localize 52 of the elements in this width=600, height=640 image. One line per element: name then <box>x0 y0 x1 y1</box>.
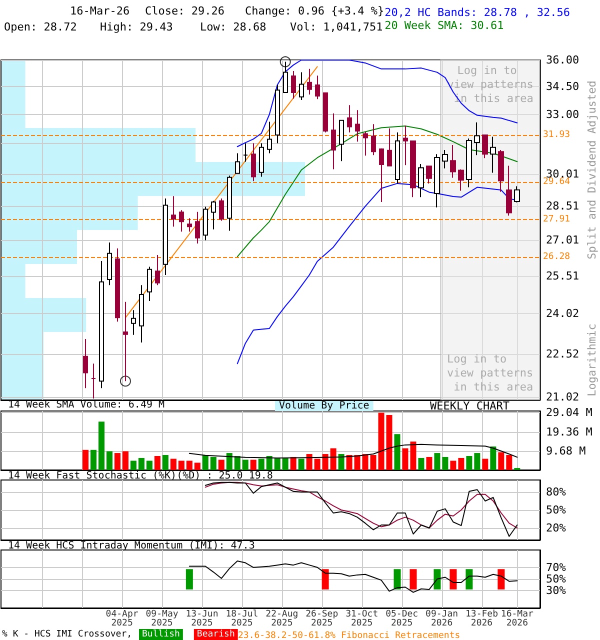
y-tick-label: 22.52 <box>546 347 580 360</box>
x-tick-label: 16-Mar 2026 <box>500 610 534 628</box>
text: Close: 29.26 <box>145 4 224 18</box>
ref-line-label: 31.93 <box>543 130 570 140</box>
y-tick-label: 70% <box>546 560 566 574</box>
y-axis-title: Split and Dividend Adjusted <box>586 80 598 260</box>
text: Volume By Price <box>279 400 370 412</box>
text: Change: 0.96 {+3.4 %} <box>245 4 384 18</box>
y-tick-label: 28.51 <box>546 200 580 213</box>
x-tick-label: 09-May 2025 <box>146 610 179 628</box>
y-tick-label: 25.51 <box>546 269 580 282</box>
text: Low: 28.68 <box>200 20 266 34</box>
y-tick-label: 36.00 <box>546 54 580 66</box>
y-tick-label: 33.00 <box>546 108 580 121</box>
y-tick-label: 80% <box>546 486 566 498</box>
y-tick-label: 30% <box>546 584 566 598</box>
chart-title: 14 Week Fast Stochastic (%K)(%D) : 25.0 19.8 <box>8 470 273 482</box>
x-tick-label: 26-Sep 2025 <box>306 610 338 628</box>
text: 20,2 HC Bands: 28.78 , 32.56 <box>384 6 570 19</box>
x-tick-label: 22-Aug 2025 <box>266 610 298 628</box>
annotation: Log in to view patterns in this area <box>447 352 534 394</box>
y-tick-label: 21.02 <box>546 390 580 404</box>
chart-title: 14 Week HCS Intraday Momentum (IMI): 47.3 <box>8 540 255 552</box>
text: 23.6-38.2-50-61.8% Fibonacci Retracements <box>238 631 460 640</box>
x-tick-label: 09-Jan 2026 <box>426 610 458 628</box>
y-tick-label: 20% <box>546 522 566 534</box>
y-tick-label: 50% <box>546 572 566 586</box>
text: Bullish <box>142 630 180 640</box>
y-tick-label: 29.04 M <box>546 406 593 420</box>
y-tick-label: 24.02 <box>546 306 580 320</box>
x-tick-label: 31-Oct 2025 <box>346 610 378 628</box>
text: High: 29.43 <box>100 20 173 34</box>
y-tick-label: 19.36 M <box>546 425 593 438</box>
text: 20 Week SMA: 30.61 <box>384 19 504 32</box>
text: 16-Mar-26 <box>70 4 130 18</box>
x-tick-label: 13-Jun 2025 <box>186 610 218 628</box>
ref-line-label: 26.28 <box>543 252 570 262</box>
x-tick-label: 04-Apr 2025 <box>106 610 139 628</box>
text: Vol: 1,041,751 <box>290 20 383 34</box>
x-tick-label: 05-Dec 2025 <box>386 610 418 628</box>
text: Open: 28.72 <box>4 20 77 34</box>
text: Bearish <box>196 630 235 640</box>
x-tick-label: 13-Feb 2026 <box>466 610 498 628</box>
legend-title: % K - HCS IMI Crossover, <box>2 630 132 640</box>
annotation: WEEKLY CHART <box>430 400 510 412</box>
y-tick-label: 50% <box>546 504 566 516</box>
text: Logarithmic <box>586 324 598 396</box>
y-tick-label: 34.50 <box>546 80 580 94</box>
y-tick-label: 27.01 <box>546 233 580 246</box>
x-tick-label: 18-Jul 2025 <box>226 610 258 628</box>
ref-line-label: 27.91 <box>543 214 570 224</box>
y-tick-label: 9.68 M <box>546 444 586 458</box>
